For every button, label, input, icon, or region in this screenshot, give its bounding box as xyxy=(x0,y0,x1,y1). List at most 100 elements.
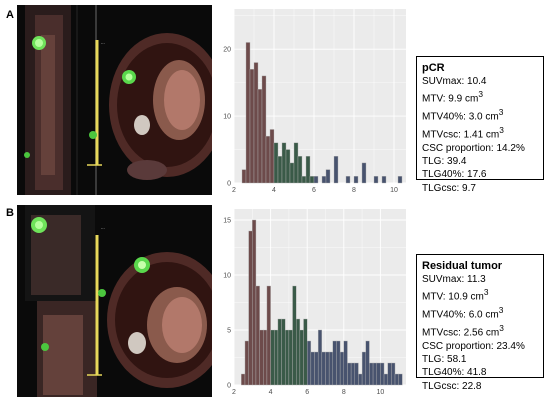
histogram-bar xyxy=(372,362,377,386)
histogram-bar xyxy=(270,329,275,386)
svg-text:···: ··· xyxy=(101,226,105,231)
histogram-a: 2 4 6 8 10 0 10 20 xyxy=(218,5,408,195)
stat-mtv40: MTV40%: 6.0 cm3 xyxy=(422,305,504,321)
histogram-bar xyxy=(332,340,337,386)
histogram-bar xyxy=(285,329,290,386)
histogram-bar xyxy=(391,362,396,386)
pet-ct-image-b: ··· xyxy=(17,205,212,397)
histogram-bar xyxy=(306,340,312,386)
histogram-bar xyxy=(241,169,247,184)
histogram-bar xyxy=(380,362,385,386)
histogram-bar xyxy=(299,329,304,386)
histogram-bar xyxy=(361,162,367,184)
histogram-bar xyxy=(253,62,259,184)
stat-tlg: TLG: 58.1 xyxy=(422,354,467,366)
pet-ct-image-a: ··· xyxy=(17,5,212,195)
histogram-bar xyxy=(248,230,253,386)
histogram-bar xyxy=(353,176,359,184)
histogram-bar xyxy=(273,142,279,184)
x-tick-label: 10 xyxy=(390,187,398,194)
stat-csc-proportion: CSC proportion: 23.4% xyxy=(422,340,525,352)
histogram-bar xyxy=(317,329,323,386)
histogram-bar xyxy=(321,176,327,184)
histogram-bar xyxy=(289,162,295,184)
histogram-bar xyxy=(274,329,279,386)
histogram-bar xyxy=(336,340,341,386)
histogram-bar xyxy=(245,42,251,184)
stat-tlg40: TLG40%: 17.6 xyxy=(422,169,487,181)
histogram-bar xyxy=(261,75,267,184)
histogram-bar xyxy=(369,362,374,386)
stat-mtv: MTV: 9.9 cm3 xyxy=(422,89,483,105)
histogram-bar xyxy=(255,285,260,386)
histogram-bar xyxy=(292,285,297,386)
histogram-bar xyxy=(333,156,339,184)
histogram-bar xyxy=(296,318,301,386)
stats-title: pCR xyxy=(422,62,445,74)
histogram-bar xyxy=(313,176,319,184)
x-tick-label: 8 xyxy=(352,187,356,194)
histogram-bar xyxy=(241,373,246,386)
histogram-bar xyxy=(339,351,344,386)
panel-label-b: B xyxy=(6,207,14,219)
histogram-bar xyxy=(350,362,355,386)
histogram-bar xyxy=(383,373,388,386)
histogram-bar xyxy=(281,318,286,386)
histogram-bar xyxy=(265,135,271,184)
stat-tlg40: TLG40%: 41.8 xyxy=(422,367,487,379)
histogram-bar xyxy=(314,351,319,386)
stats-box-b: Residual tumor SUVmax: 11.3 MTV: 10.9 cm… xyxy=(416,254,544,392)
y-tick-label: 0 xyxy=(227,383,231,390)
histogram-bar xyxy=(358,373,363,386)
histogram-bar xyxy=(325,351,330,386)
y-tick-label: 10 xyxy=(223,273,231,280)
histogram-bar xyxy=(321,351,326,386)
histogram-bar xyxy=(293,142,299,184)
histogram-bar xyxy=(281,142,287,184)
x-tick-label: 6 xyxy=(312,187,316,194)
histogram-bar xyxy=(277,318,282,386)
histogram-bar xyxy=(277,156,283,184)
y-tick-label: 0 xyxy=(227,181,231,188)
histogram-bar xyxy=(325,169,331,184)
histogram-bar xyxy=(398,373,403,386)
stat-mtv: MTV: 10.9 cm3 xyxy=(422,287,489,303)
histogram-bar xyxy=(249,69,255,184)
stat-csc-proportion: CSC proportion: 14.2% xyxy=(422,142,525,154)
histogram-b: 2 4 6 8 10 0 5 10 15 xyxy=(218,205,408,397)
svg-text:···: ··· xyxy=(101,41,105,46)
x-tick-label: 4 xyxy=(269,389,273,396)
histogram-bar xyxy=(381,176,387,184)
histogram-bar xyxy=(345,176,351,184)
histogram-bar xyxy=(244,340,249,386)
x-tick-label: 6 xyxy=(305,389,309,396)
histogram-bar xyxy=(347,362,352,386)
histogram-bar xyxy=(397,176,403,184)
histogram-bar xyxy=(263,329,268,386)
y-tick-label: 5 xyxy=(227,328,231,335)
x-tick-label: 10 xyxy=(376,389,384,396)
histogram-bar xyxy=(269,129,275,184)
stat-mtvcsc: MTVcsc: 2.56 cm3 xyxy=(422,322,504,339)
stat-tlg: TLG: 39.4 xyxy=(422,156,467,168)
y-tick-label: 10 xyxy=(223,114,231,121)
histogram-bar xyxy=(305,156,311,184)
histogram-bar xyxy=(301,176,307,184)
histogram-bar xyxy=(259,329,264,386)
y-tick-label: 15 xyxy=(223,218,231,225)
x-tick-label: 2 xyxy=(232,187,236,194)
x-tick-label: 4 xyxy=(272,187,276,194)
y-tick-label: 20 xyxy=(223,47,231,54)
stat-tlgcsc: TLGcsc: 9.7 xyxy=(422,182,476,194)
stat-suvmax: SUVmax: 11.3 xyxy=(422,274,486,285)
stat-tlgcsc: TLGcsc: 22.8 xyxy=(422,380,482,392)
histogram-bar xyxy=(303,318,308,386)
histogram-bar xyxy=(343,340,348,386)
x-tick-label: 8 xyxy=(342,389,346,396)
histogram-bar xyxy=(354,362,359,386)
histogram-bar xyxy=(373,176,379,184)
panel-label-a: A xyxy=(6,9,14,21)
histogram-bar xyxy=(285,149,291,184)
histogram-bar xyxy=(309,176,315,184)
histogram-bar xyxy=(288,329,293,386)
